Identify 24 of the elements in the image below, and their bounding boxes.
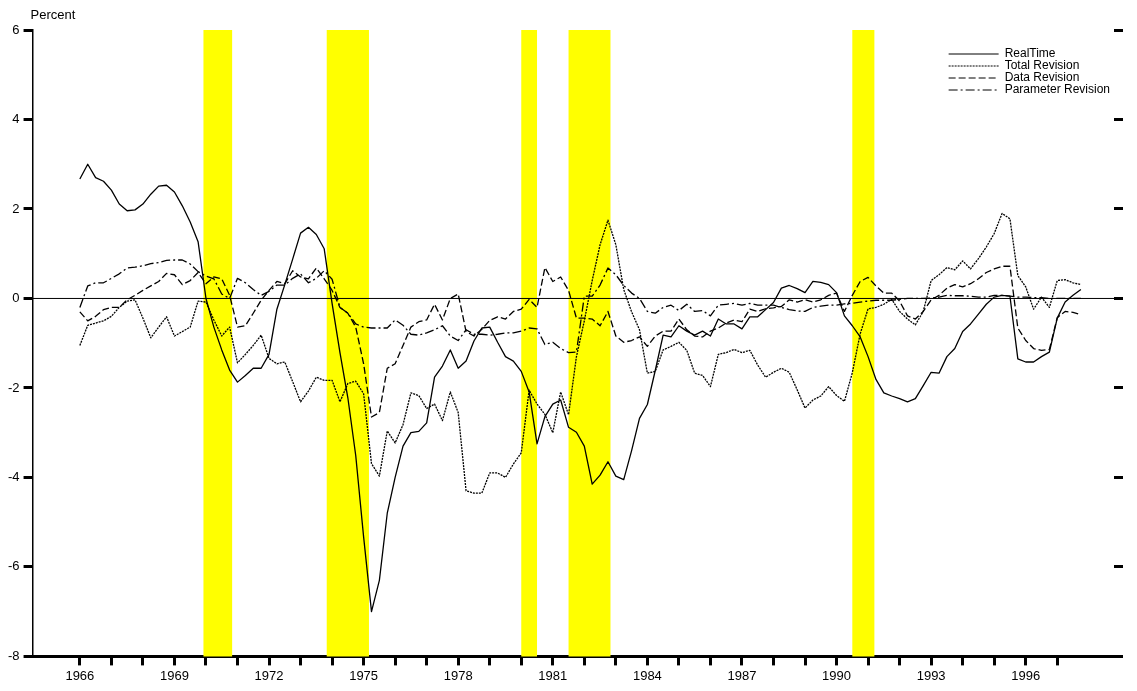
- y-tick-label: 6: [12, 21, 20, 37]
- y-tick-label: -4: [8, 469, 20, 485]
- x-tick-label: 1996: [1011, 667, 1041, 683]
- legend-label: RealTime: [1004, 46, 1056, 61]
- x-tick-label: 1978: [443, 667, 473, 683]
- legend-label: Parameter Revision: [1004, 82, 1110, 97]
- x-tick-label: 1984: [632, 667, 662, 683]
- y-tick-label: 0: [12, 290, 20, 306]
- y-tick-label: -8: [8, 647, 20, 663]
- y-axis-title: Percent: [30, 7, 76, 23]
- y-tick-label: 4: [12, 111, 20, 127]
- x-tick-label: 1987: [727, 667, 757, 683]
- x-tick-label: 1981: [538, 667, 568, 683]
- x-tick-label: 1972: [254, 667, 284, 683]
- y-tick-label: -6: [8, 558, 20, 574]
- y-tick-label: -2: [8, 379, 20, 395]
- y-tick-label: 2: [12, 200, 20, 216]
- x-tick-label: 1975: [349, 667, 379, 683]
- x-tick-label: 1969: [159, 667, 189, 683]
- x-tick-label: 1990: [822, 667, 852, 683]
- legend-label: Data Revision: [1004, 70, 1080, 85]
- x-tick-label: 1966: [65, 667, 95, 683]
- legend-label: Total Revision: [1004, 58, 1080, 73]
- x-tick-label: 1993: [916, 667, 946, 683]
